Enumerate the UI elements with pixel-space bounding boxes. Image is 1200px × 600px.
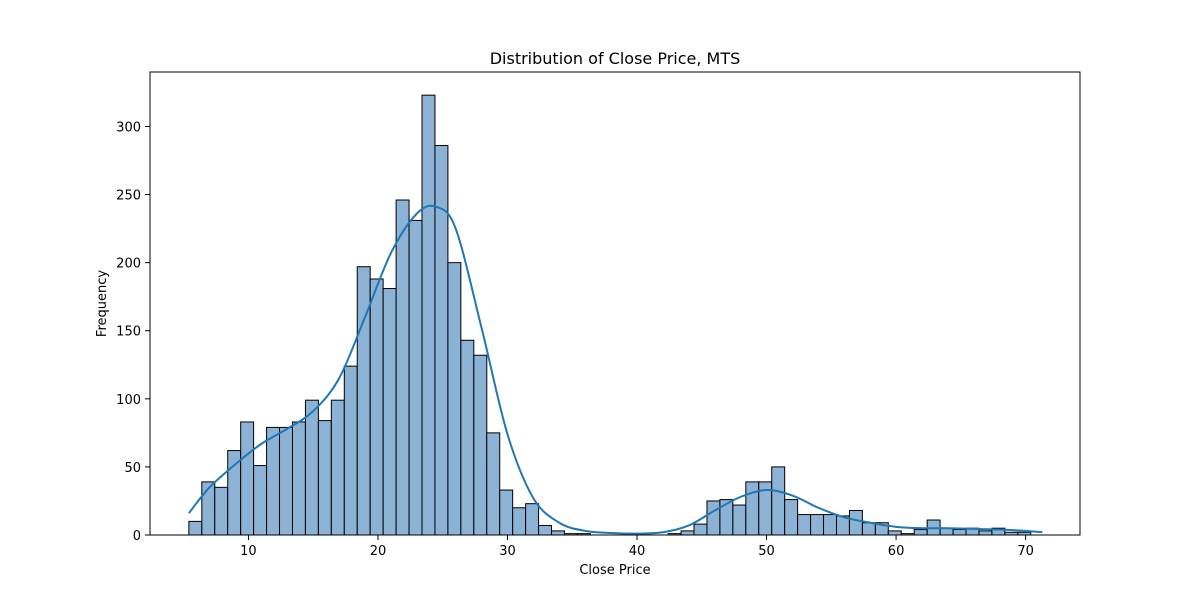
y-tick-label: 150 xyxy=(116,325,141,340)
y-tick-label: 250 xyxy=(116,189,141,204)
x-tick-label: 40 xyxy=(629,544,646,559)
histogram-bar xyxy=(798,515,811,535)
histogram-bar xyxy=(422,95,435,535)
histogram-bar xyxy=(383,289,396,535)
histogram-bar xyxy=(241,422,254,535)
histogram-bar xyxy=(513,508,526,535)
y-tick-label: 50 xyxy=(124,461,141,476)
y-tick-label: 0 xyxy=(133,529,141,544)
histogram-bar xyxy=(681,531,694,535)
histogram-bar xyxy=(409,220,422,535)
histogram-bar xyxy=(914,530,927,535)
x-tick-label: 60 xyxy=(888,544,905,559)
y-tick-label: 200 xyxy=(116,257,141,272)
histogram-bar xyxy=(733,505,746,535)
y-tick-label: 100 xyxy=(116,393,141,408)
histogram-bar xyxy=(280,427,293,535)
histogram-bar xyxy=(772,467,785,535)
histogram-bar xyxy=(888,531,901,535)
histogram-bar xyxy=(318,421,331,535)
histogram-bar xyxy=(474,355,487,535)
histogram-bar xyxy=(370,279,383,535)
histogram-bar xyxy=(305,400,318,535)
histogram-bar xyxy=(292,422,305,535)
histogram-bar xyxy=(552,531,565,535)
histogram-bar xyxy=(953,530,966,535)
histogram-bar xyxy=(500,490,513,535)
histogram-bar xyxy=(267,427,280,535)
histogram-bar xyxy=(526,504,539,535)
histogram-bar xyxy=(979,531,992,535)
x-axis-ticks: 10 20 30 40 50 60 70 xyxy=(240,535,1034,559)
histogram-bar xyxy=(435,146,448,535)
histogram-bar xyxy=(862,523,875,535)
y-tick-label: 300 xyxy=(116,120,141,135)
histogram-bar xyxy=(344,366,357,535)
histogram-bar xyxy=(215,487,228,535)
histogram-bar xyxy=(849,510,862,535)
histogram-bar xyxy=(539,525,552,535)
histogram-bar xyxy=(694,524,707,535)
x-tick-label: 10 xyxy=(240,544,257,559)
x-tick-label: 70 xyxy=(1017,544,1034,559)
histogram-bar xyxy=(746,482,759,535)
x-axis-label: Close Price xyxy=(579,563,650,578)
chart-title: Distribution of Close Price, MTS xyxy=(490,49,741,68)
histogram-bar xyxy=(487,433,500,535)
histogram-bar xyxy=(448,263,461,535)
histogram-bar xyxy=(331,400,344,535)
x-tick-label: 30 xyxy=(499,544,516,559)
x-tick-label: 50 xyxy=(758,544,775,559)
histogram-bar xyxy=(461,340,474,535)
histogram-bar xyxy=(785,500,798,535)
histogram-bar xyxy=(189,521,202,535)
y-axis-label: Frequency xyxy=(95,270,110,337)
histogram-bar xyxy=(396,200,409,535)
histogram-bar xyxy=(811,515,824,535)
histogram-bar xyxy=(254,466,267,535)
x-tick-label: 20 xyxy=(370,544,387,559)
histogram-bar xyxy=(824,515,837,535)
histogram-bar xyxy=(228,451,241,535)
bars-group xyxy=(189,95,1031,535)
y-axis-ticks: 0 50 100 150 200 250 300 xyxy=(116,120,150,544)
histogram-bar xyxy=(707,501,720,535)
